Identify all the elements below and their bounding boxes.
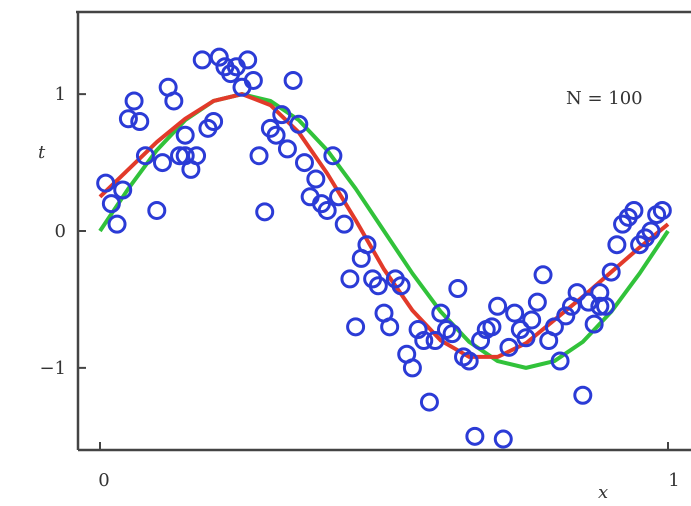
data-point bbox=[596, 296, 616, 316]
data-point bbox=[101, 194, 121, 214]
data-point bbox=[567, 283, 587, 303]
data-point bbox=[135, 146, 155, 166]
data-point bbox=[164, 91, 184, 111]
y-tick-label: 1 bbox=[55, 84, 66, 105]
data-point bbox=[187, 146, 207, 166]
y-tick-label: −1 bbox=[39, 358, 66, 379]
data-point bbox=[243, 70, 263, 90]
data-point bbox=[584, 314, 604, 334]
data-point bbox=[294, 153, 314, 173]
data-point bbox=[175, 125, 195, 145]
data-point bbox=[402, 358, 422, 378]
data-point bbox=[306, 169, 326, 189]
data-point bbox=[522, 310, 542, 330]
data-point bbox=[471, 331, 491, 350]
data-point bbox=[249, 146, 269, 166]
data-points bbox=[96, 47, 672, 449]
data-point bbox=[544, 317, 564, 337]
data-point bbox=[334, 214, 354, 234]
data-point bbox=[414, 331, 434, 350]
data-point bbox=[346, 317, 366, 337]
data-point bbox=[527, 292, 547, 312]
y-axis-label: t bbox=[38, 142, 46, 163]
data-point bbox=[277, 139, 297, 159]
data-point bbox=[340, 269, 360, 289]
data-point bbox=[289, 114, 309, 134]
data-point bbox=[607, 235, 627, 255]
data-point bbox=[323, 146, 343, 166]
data-point bbox=[204, 112, 224, 131]
data-point bbox=[175, 146, 195, 166]
data-point bbox=[431, 303, 451, 323]
data-point bbox=[465, 426, 485, 446]
data-point bbox=[238, 50, 258, 70]
sample-size-annotation: N = 100 bbox=[566, 88, 643, 109]
data-point bbox=[482, 317, 502, 337]
data-point bbox=[209, 47, 229, 67]
data-point bbox=[283, 70, 303, 90]
data-point bbox=[516, 328, 536, 348]
data-point bbox=[499, 337, 519, 357]
data-point bbox=[357, 235, 377, 255]
data-point bbox=[380, 317, 400, 337]
data-point bbox=[391, 276, 411, 296]
data-point bbox=[533, 265, 553, 285]
data-point bbox=[329, 187, 349, 207]
data-point bbox=[550, 351, 570, 371]
data-point bbox=[130, 112, 150, 131]
data-point bbox=[118, 109, 138, 129]
true-curve bbox=[98, 92, 670, 370]
data-point bbox=[192, 50, 212, 70]
data-point bbox=[505, 303, 525, 323]
data-point bbox=[601, 262, 621, 282]
curves bbox=[98, 92, 670, 370]
data-point bbox=[96, 173, 116, 193]
data-point bbox=[578, 292, 598, 312]
data-point bbox=[590, 296, 610, 316]
data-point bbox=[652, 200, 672, 220]
data-point bbox=[113, 180, 133, 200]
data-point bbox=[425, 331, 445, 350]
x-tick-label: 1 bbox=[668, 470, 679, 491]
data-point bbox=[368, 276, 388, 296]
data-point bbox=[448, 278, 468, 298]
data-point bbox=[317, 200, 337, 220]
data-point bbox=[459, 351, 479, 371]
data-point bbox=[408, 320, 428, 340]
data-point bbox=[493, 429, 513, 449]
data-point bbox=[147, 200, 167, 220]
data-point bbox=[152, 153, 172, 173]
x-tick-label: 0 bbox=[98, 470, 109, 491]
fit-curve bbox=[98, 92, 670, 359]
data-point bbox=[556, 306, 576, 326]
data-point bbox=[107, 214, 127, 234]
x-axis-label: x bbox=[598, 482, 608, 503]
data-point bbox=[624, 200, 644, 220]
data-point bbox=[272, 105, 292, 125]
data-point bbox=[419, 392, 439, 412]
data-point bbox=[255, 202, 275, 222]
data-point bbox=[573, 385, 593, 405]
data-point bbox=[124, 91, 144, 111]
data-point bbox=[266, 125, 286, 145]
data-point bbox=[442, 324, 462, 344]
y-tick-label: 0 bbox=[55, 221, 66, 242]
data-point bbox=[641, 221, 661, 241]
ticks: −1 0 1 0 1 bbox=[39, 84, 679, 491]
data-point bbox=[488, 296, 508, 316]
